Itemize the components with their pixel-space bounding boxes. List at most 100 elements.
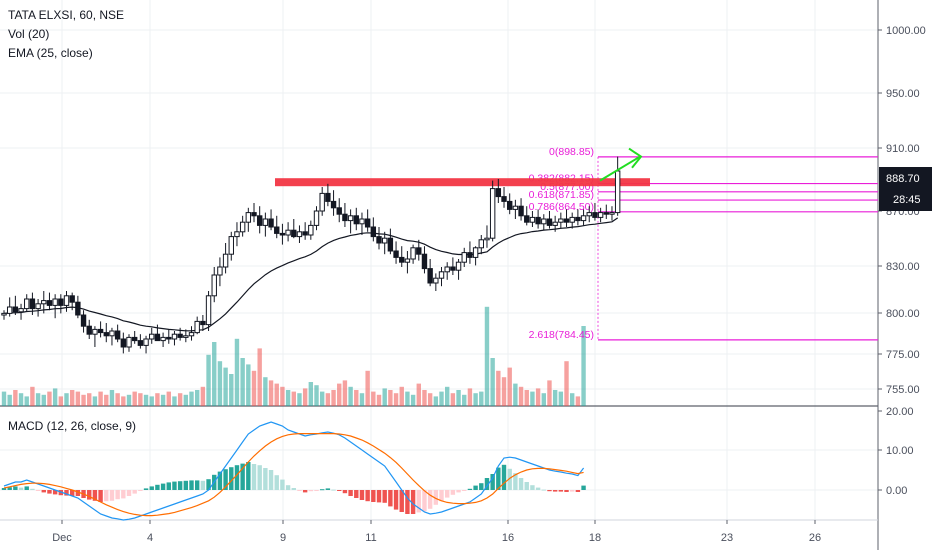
macd-histogram-bar	[393, 490, 399, 510]
volume-bar	[58, 396, 64, 406]
candle-body	[302, 231, 308, 236]
macd-histogram-bar	[518, 478, 524, 490]
macd-histogram-bar	[581, 485, 586, 490]
candle-body	[126, 336, 132, 348]
macd-histogram-bar	[422, 490, 427, 512]
volume-bar	[450, 393, 456, 406]
candle-body	[353, 215, 359, 225]
candle-body	[603, 212, 609, 215]
volume-bar	[234, 338, 240, 406]
candle-body	[296, 231, 303, 238]
candle-body	[35, 303, 41, 310]
macd-histogram-bar	[189, 480, 194, 490]
candle-body	[183, 335, 189, 338]
macd-histogram-bar	[285, 485, 291, 490]
volume-bar	[337, 383, 342, 406]
resistance-level[interactable]	[275, 178, 650, 187]
candle-body	[211, 274, 217, 297]
macd-histogram-bar	[388, 490, 393, 507]
macd-histogram-bar	[143, 488, 149, 490]
volume-bar	[456, 390, 461, 406]
macd-line	[3, 421, 585, 521]
candle-body	[364, 218, 371, 228]
volume-bar	[115, 393, 120, 406]
macd-histogram-bar	[530, 485, 535, 490]
volume-bar	[121, 396, 126, 406]
macd-histogram-bar	[376, 490, 382, 503]
time-axis[interactable]: Dec 4 9 11 16 18 23 26	[52, 520, 821, 544]
macd-histogram-bar	[558, 490, 564, 492]
candle-body	[268, 218, 274, 228]
macd-histogram-bar	[467, 488, 473, 490]
macd-histogram-bar	[314, 490, 319, 491]
candle-body	[234, 231, 240, 238]
macd-histogram-bar	[121, 490, 126, 499]
candle-body	[200, 320, 206, 326]
volume-bar	[467, 388, 473, 406]
macd-histogram-bar	[490, 474, 495, 490]
macd-histogram-bar	[331, 489, 336, 491]
volume-bar	[416, 383, 421, 406]
volume-bar	[200, 386, 206, 406]
candle-body	[245, 212, 252, 223]
candle-body	[535, 216, 541, 225]
arrow-shaft	[599, 155, 641, 182]
volume-bar	[18, 393, 24, 406]
candle-body	[512, 205, 519, 210]
volume-bar	[462, 394, 467, 406]
candle-body	[472, 247, 479, 258]
candle-body	[506, 200, 513, 210]
candle-body	[256, 215, 263, 226]
candle-body	[529, 216, 536, 223]
candle-body	[160, 336, 166, 342]
fibonacci-levels[interactable]: 0(898.85)0.382(882.15)0.5(877.00)0.618(8…	[529, 146, 878, 341]
macd-histogram-bar	[439, 490, 444, 502]
price-tick-label: 950.00	[886, 88, 920, 100]
macd-histogram-bar	[64, 490, 69, 496]
candle-body	[518, 205, 524, 217]
volume-bar	[422, 390, 427, 406]
volume-bar	[354, 390, 359, 406]
macd-histogram-bar	[456, 490, 461, 493]
macd-histogram-bar	[342, 490, 348, 494]
volume-bar	[501, 377, 507, 406]
candle-body	[103, 332, 109, 337]
candle-body	[171, 333, 178, 340]
volume-bar	[382, 388, 387, 406]
volume-bar	[496, 370, 501, 406]
grid	[0, 0, 879, 550]
volume-bar	[155, 393, 160, 406]
volume-bar	[274, 383, 279, 406]
candle-body	[143, 338, 149, 346]
price-axis[interactable]: 1000.00950.00910.00870.00830.00800.00775…	[878, 25, 932, 497]
time-tick-label: 16	[502, 532, 514, 544]
macd-histogram-bar	[433, 490, 439, 505]
macd-histogram-bar	[501, 464, 507, 490]
ema-polyline	[3, 217, 619, 332]
macd-histogram-bar	[280, 479, 285, 490]
time-tick-label: 23	[721, 532, 733, 544]
candle-body	[274, 226, 280, 234]
time-tick-label: 26	[809, 532, 821, 544]
macd-histogram-bar	[570, 490, 575, 492]
macd-histogram-bar	[132, 490, 137, 494]
time-tick-label: 4	[147, 532, 153, 544]
macd-histogram-bar	[1, 488, 7, 490]
candle-body	[399, 256, 405, 263]
macd-histogram-bar	[552, 490, 558, 492]
macd-histogram-bar	[416, 490, 421, 513]
volume-bar	[331, 390, 336, 406]
volume-bar	[297, 393, 302, 406]
candle-body	[18, 308, 24, 313]
candle-body	[541, 218, 547, 225]
volume-bar	[473, 393, 478, 406]
volume-bar	[342, 380, 348, 406]
candle-body	[120, 338, 127, 348]
volume-bar	[166, 391, 171, 406]
volume-bar	[64, 393, 69, 406]
candle-body	[291, 229, 297, 238]
macd-histogram-bar	[104, 490, 109, 502]
trend-arrow[interactable]	[599, 147, 643, 182]
time-tick-label: 11	[365, 532, 376, 544]
